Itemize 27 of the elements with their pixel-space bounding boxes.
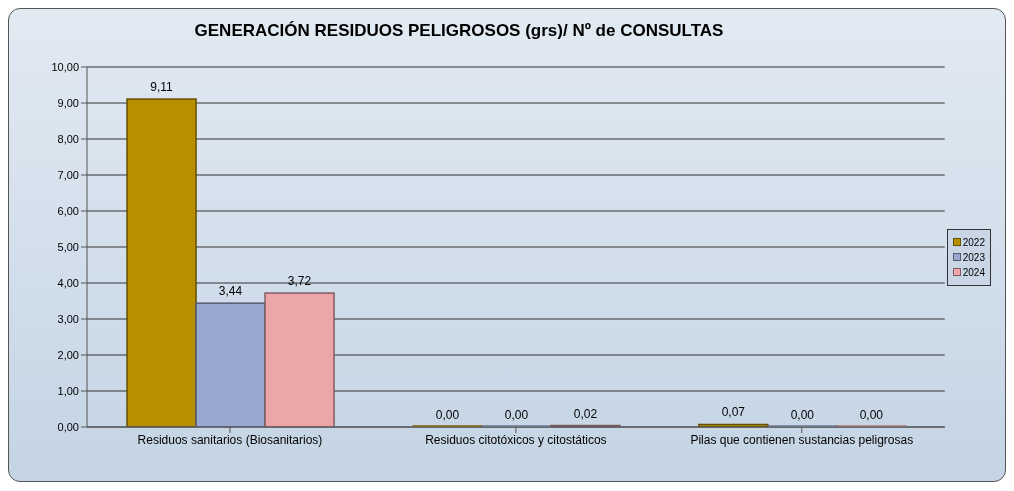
y-tick-label: 0,00 bbox=[57, 420, 79, 433]
data-label: 0,00 bbox=[859, 408, 884, 422]
legend-label: 2022 bbox=[962, 236, 985, 248]
y-tick-label: 6,00 bbox=[57, 204, 79, 217]
y-tick-label: 8,00 bbox=[57, 132, 79, 145]
y-tick-label: 10,00 bbox=[51, 60, 79, 73]
data-label: 0,00 bbox=[435, 408, 460, 422]
y-tick-label: 1,00 bbox=[57, 384, 79, 397]
legend-label: 2024 bbox=[962, 266, 985, 278]
data-label: 9,11 bbox=[150, 80, 174, 95]
y-tick-label: 5,00 bbox=[57, 240, 79, 253]
y-tick-label: 9,00 bbox=[57, 96, 79, 109]
data-label: 3,44 bbox=[218, 284, 243, 299]
chart-title: GENERACIÓN RESIDUOS PELIGROSOS (grs)/ Nº de CONSULTAS bbox=[193, 21, 725, 41]
x-tick-label: Residuos citotóxicos y citostáticos bbox=[425, 432, 607, 447]
data-label: 0,00 bbox=[790, 408, 815, 422]
data-label: 0,00 bbox=[504, 408, 529, 422]
legend-label: 2023 bbox=[962, 251, 985, 263]
x-tick-label: Residuos sanitarios (Biosanitarios) bbox=[137, 432, 323, 447]
data-label: 0,02 bbox=[573, 407, 598, 422]
x-tick-label: Pilas que contienen sustancias peligrosas bbox=[690, 432, 914, 447]
data-label: 3,72 bbox=[287, 274, 312, 289]
y-tick-label: 3,00 bbox=[57, 312, 79, 325]
y-tick-label: 2,00 bbox=[57, 348, 79, 361]
y-tick-label: 7,00 bbox=[57, 168, 79, 181]
y-tick-label: 4,00 bbox=[57, 276, 79, 289]
data-label: 0,07 bbox=[721, 405, 746, 420]
